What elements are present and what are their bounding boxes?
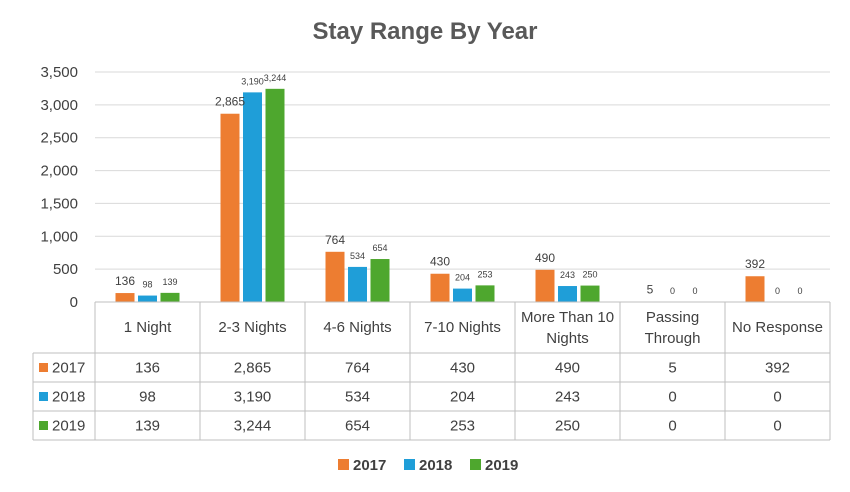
bar [535,269,555,302]
bar [745,276,765,302]
legend-swatch [338,459,349,470]
y-tick-label: 1,500 [40,195,78,212]
table-cell: 0 [773,389,781,406]
bar [220,113,240,302]
category-label: 4-6 Nights [323,319,391,336]
table-cell: 5 [668,360,676,377]
table-cell: 3,244 [234,418,272,435]
bar [558,286,577,302]
bar [243,92,262,302]
bar [115,293,135,302]
bars [115,88,765,302]
table-cell: 0 [773,418,781,435]
table-cell: 764 [345,360,370,377]
series-name: 2019 [52,418,85,435]
legend-key [39,421,48,430]
y-tick-label: 3,500 [40,64,78,81]
legend-swatch [404,459,415,470]
table-cell: 98 [139,389,156,406]
data-label: 430 [430,255,450,269]
bar [325,251,345,302]
table-cell: 654 [345,418,370,435]
bar [160,292,180,302]
data-label: 534 [350,251,365,261]
table-cell: 534 [345,389,370,406]
table-cell: 139 [135,418,160,435]
data-label: 5 [647,283,654,297]
legend-label: 2017 [353,457,386,474]
category-label: 1 Night [124,319,172,336]
legend-key [39,363,48,372]
bar [453,288,472,302]
series-name: 2018 [52,389,85,406]
category-label-line: Passing [646,309,699,326]
table-cell: 490 [555,360,580,377]
category-label-line: Nights [546,330,589,347]
category-label: 2-3 Nights [218,319,286,336]
bar [475,285,495,302]
table-cell: 3,190 [234,389,272,406]
legend: 2017 2018 2019 [338,457,518,474]
data-label: 0 [692,286,697,296]
data-label: 0 [670,286,675,296]
table-cell: 392 [765,360,790,377]
y-tick-label: 2,500 [40,130,78,147]
legend-swatch [470,459,481,470]
category-label-line: Through [645,330,701,347]
table-cell: 0 [668,389,676,406]
y-tick-label: 3,000 [40,97,78,114]
category-label: No Response [732,319,823,336]
data-label: 0 [797,286,802,296]
bar [265,88,285,302]
table-cell: 0 [668,418,676,435]
legend-label: 2018 [419,457,452,474]
series-name: 2017 [52,360,85,377]
data-label: 204 [455,273,470,283]
data-label: 654 [372,243,387,253]
table-cell: 2,865 [234,360,272,377]
bar [348,266,367,302]
table-cell: 253 [450,418,475,435]
category-label: Passing Through [645,309,701,347]
category-label-line: More Than 10 [521,309,614,326]
data-label: 243 [560,270,575,280]
bar [430,273,450,302]
table-cell: 136 [135,360,160,377]
chart-title: Stay Range By Year [312,18,537,45]
table-cell: 243 [555,389,580,406]
data-label: 490 [535,251,555,265]
data-label: 764 [325,233,345,247]
y-tick-label: 2,000 [40,163,78,180]
table-cell: 204 [450,389,475,406]
data-label: 98 [142,280,152,290]
data-label: 2,865 [215,95,245,109]
bar [138,295,157,302]
data-label: 3,244 [264,73,287,83]
y-axis: 0 500 1,000 1,500 2,000 2,500 3,000 3,500 [40,64,78,311]
data-label: 3,190 [241,76,264,86]
bar [580,285,600,302]
y-tick-label: 1,000 [40,228,78,245]
gridlines [95,71,830,303]
data-label: 0 [775,286,780,296]
data-label: 136 [115,274,135,288]
bar [370,259,390,302]
data-label: 250 [582,270,597,280]
data-label: 392 [745,257,765,271]
legend-label: 2019 [485,457,518,474]
table-cell: 250 [555,418,580,435]
y-tick-label: 0 [70,294,78,311]
y-tick-label: 500 [53,261,78,278]
data-label: 139 [162,277,177,287]
category-label: 7-10 Nights [424,319,501,336]
data-label: 253 [477,269,492,279]
data-labels: 136 98 139 2,865 3,190 3,244 764 534 654 430 204 25… [115,73,803,297]
category-label: More Than 10 Nights [521,309,614,347]
legend-key [39,392,48,401]
data-table: 1 Night 2-3 Nights 4-6 Nights 7-10 Nights Mo… [32,301,831,441]
table-cell: 430 [450,360,475,377]
